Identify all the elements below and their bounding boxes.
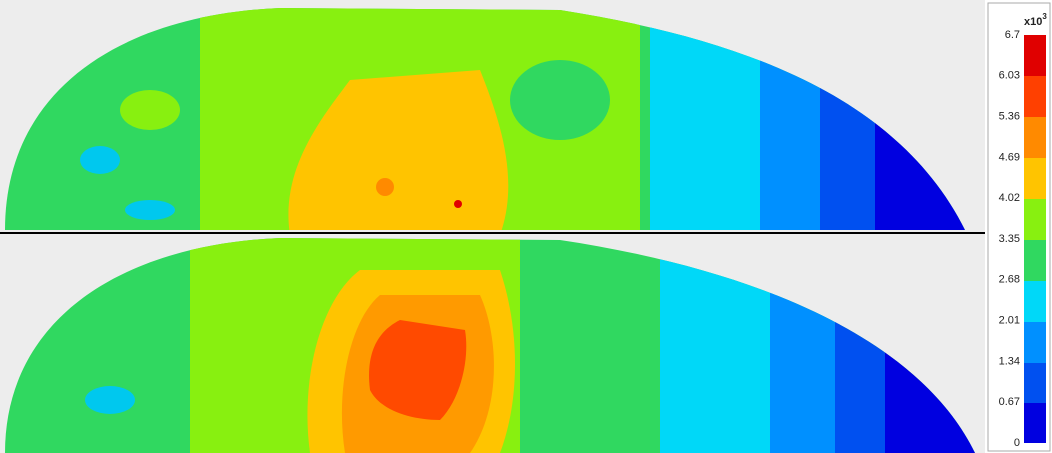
colorbar-tick-label: 4.69 (999, 151, 1020, 163)
colorbar-tick-label: 0.67 (999, 396, 1020, 408)
colorbar-tick-label: 6.03 (999, 70, 1020, 82)
unit-exponent: 3 (1042, 12, 1047, 21)
colorbar-tick-label: 5.36 (999, 111, 1020, 123)
colorbar (1024, 35, 1046, 443)
colorbar-tick-label: 1.34 (999, 355, 1020, 367)
colorbar-tick-label: 2.01 (999, 315, 1020, 327)
colorbar-tick-label: 0 (1014, 437, 1020, 449)
colorbar-tick-label: 3.35 (999, 233, 1020, 245)
colorbar-tick-label: 6.7 (1005, 29, 1020, 41)
colorbar-tick-label: 2.68 (999, 274, 1020, 286)
colorbar-tick-label: 4.02 (999, 192, 1020, 204)
contour-figure: x103 6.7 6.03 5.36 4.69 4.02 3.35 2.68 2.01 1.34… (0, 0, 1052, 453)
unit-base: x10 (1024, 16, 1042, 28)
